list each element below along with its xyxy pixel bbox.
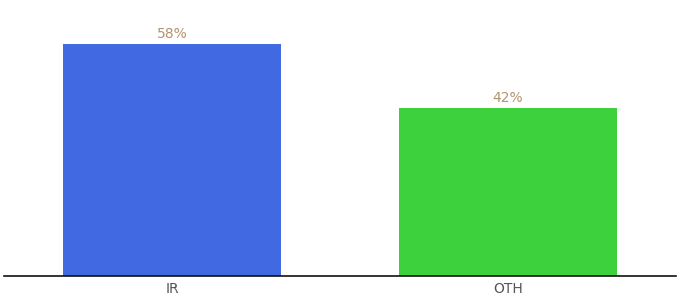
Text: 58%: 58% bbox=[156, 27, 188, 41]
Bar bbox=[398, 108, 617, 276]
Bar bbox=[63, 44, 282, 276]
Text: 42%: 42% bbox=[492, 91, 523, 105]
